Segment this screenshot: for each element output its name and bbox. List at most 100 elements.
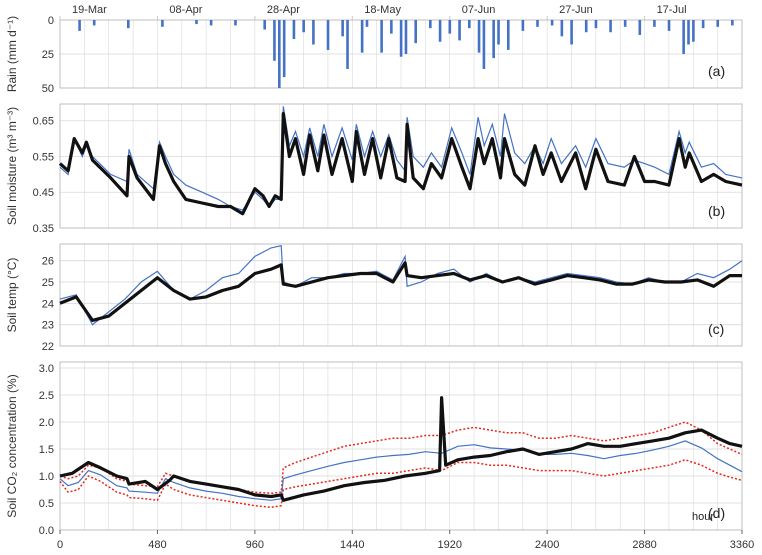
date-tick-label: 17-Jul xyxy=(657,4,687,16)
y-tick-label: 25 xyxy=(42,49,54,61)
panel-label: (a) xyxy=(708,63,725,79)
rain-bar xyxy=(638,20,642,35)
rain-bar xyxy=(560,20,564,37)
date-tick-label: 07-Jun xyxy=(462,4,496,16)
rain-bar xyxy=(78,20,81,31)
rain-bar xyxy=(92,20,96,26)
rain-bar xyxy=(161,20,164,27)
x-axis-label: hour xyxy=(692,511,714,523)
x-tick-label: 480 xyxy=(148,539,166,551)
rain-bar xyxy=(609,20,612,33)
rain-bar xyxy=(448,20,452,34)
y-axis-label: Soil moisture (m³ m⁻³) xyxy=(5,107,19,225)
rain-bar xyxy=(302,20,305,33)
rain-bar xyxy=(209,20,213,26)
rain-bar xyxy=(692,20,695,42)
date-tick-label: 27-Jun xyxy=(559,4,593,16)
date-tick-label: 19-Mar xyxy=(72,4,107,16)
hour-axis: 0 480 960 1440 1920 2400 2880 3360 xyxy=(57,530,754,551)
rain-bar xyxy=(312,20,315,45)
y-tick-label: 2.0 xyxy=(39,417,54,429)
y-tick-label: 1.5 xyxy=(39,444,54,456)
rain-bar xyxy=(127,20,130,29)
rain-bar xyxy=(492,20,495,59)
rain-bar xyxy=(477,20,481,53)
rain-bar xyxy=(536,20,539,27)
observed-series-line xyxy=(59,396,743,502)
rain-bar xyxy=(292,20,296,40)
panel-label: (d) xyxy=(708,505,725,521)
rain-bar xyxy=(399,20,403,57)
rain-bar xyxy=(365,20,369,27)
y-axis-label: Soil CO₂ concentration (%) xyxy=(5,374,19,517)
rain-bar xyxy=(623,20,627,27)
model-series-line xyxy=(59,440,743,501)
y-tick-label: 0.55 xyxy=(33,151,54,163)
y-tick-label: 3.0 xyxy=(39,363,54,375)
rain-bar xyxy=(468,20,471,29)
uncertainty-series-line xyxy=(59,459,743,509)
panel-c-soil-temperature: 22 23 24 25 26 Soil temp (°C) (c) xyxy=(5,243,743,353)
rain-bar xyxy=(380,20,383,53)
panel-a-rain: 0 25 50 Rain (mm d⁻¹) (a) xyxy=(5,15,743,95)
y-tick-label: 0.35 xyxy=(33,223,54,235)
date-axis: 19-Mar 08-Apr 28-Apr 18-May 07-Jun 27-Jun 17-J… xyxy=(59,4,687,20)
rain-bar xyxy=(234,20,237,26)
y-tick-label: 23 xyxy=(42,320,54,332)
rain-bar xyxy=(482,20,486,69)
rain-bar xyxy=(429,20,432,29)
rain-bar xyxy=(438,20,442,42)
rain-bar xyxy=(458,20,461,41)
observed-series-line xyxy=(59,261,742,322)
panel-label: (c) xyxy=(708,321,724,337)
rain-bar xyxy=(653,20,656,27)
rain-bar xyxy=(584,20,588,33)
rain-bar xyxy=(414,20,418,44)
rain-bar xyxy=(346,20,349,69)
uncertainty-series-line xyxy=(59,421,743,495)
y-tick-label: 0.65 xyxy=(33,116,54,128)
y-tick-label: 0 xyxy=(48,15,54,27)
y-tick-label: 22 xyxy=(42,341,54,353)
observed-series-line xyxy=(58,111,743,216)
rain-bar xyxy=(682,20,685,54)
rain-bar xyxy=(360,20,364,53)
rain-bar xyxy=(687,20,690,45)
y-tick-label: 25 xyxy=(42,277,54,289)
panel-b-soil-moisture: 0.35 0.45 0.55 0.65 Soil moisture (m³ m⁻³) (b… xyxy=(5,103,743,235)
y-tick-label: 24 xyxy=(42,298,54,310)
y-tick-label: 50 xyxy=(42,83,54,95)
panel-d-soil-co2: 0.0 0.5 1.0 1.5 2.0 2.5 3.0 Soil CO₂ concentrat… xyxy=(5,361,743,537)
x-tick-label: 960 xyxy=(246,539,264,551)
rain-bar xyxy=(273,20,276,61)
panel-label: (b) xyxy=(708,203,725,219)
rain-bar xyxy=(521,20,525,31)
rain-bar xyxy=(701,20,705,29)
rain-bar xyxy=(404,20,408,54)
y-tick-label: 0.0 xyxy=(39,525,54,537)
rain-bar xyxy=(278,20,281,88)
date-tick-label: 08-Apr xyxy=(169,4,202,16)
rain-bar xyxy=(390,20,393,34)
y-axis-label: Rain (mm d⁻¹) xyxy=(5,16,19,92)
rain-bar xyxy=(195,20,198,25)
rain-bar xyxy=(731,20,734,26)
x-tick-label: 1920 xyxy=(437,539,461,551)
rain-bar xyxy=(326,20,330,50)
y-tick-label: 26 xyxy=(42,256,54,268)
rain-bar xyxy=(497,20,500,45)
rain-bar xyxy=(594,20,598,29)
x-tick-label: 3360 xyxy=(730,539,754,551)
rain-bar xyxy=(667,20,671,31)
x-tick-label: 0 xyxy=(57,539,63,551)
rain-bar xyxy=(282,20,286,78)
y-axis-label: Soil temp (°C) xyxy=(5,258,19,333)
date-tick-label: 18-May xyxy=(364,4,401,16)
rain-bar xyxy=(550,20,554,26)
y-tick-label: 2.5 xyxy=(39,390,54,402)
y-tick-label: 0.5 xyxy=(39,498,54,510)
x-tick-label: 2880 xyxy=(632,539,656,551)
rain-bar xyxy=(716,20,720,27)
y-tick-label: 1.0 xyxy=(39,471,54,483)
y-tick-label: 0.45 xyxy=(33,187,54,199)
